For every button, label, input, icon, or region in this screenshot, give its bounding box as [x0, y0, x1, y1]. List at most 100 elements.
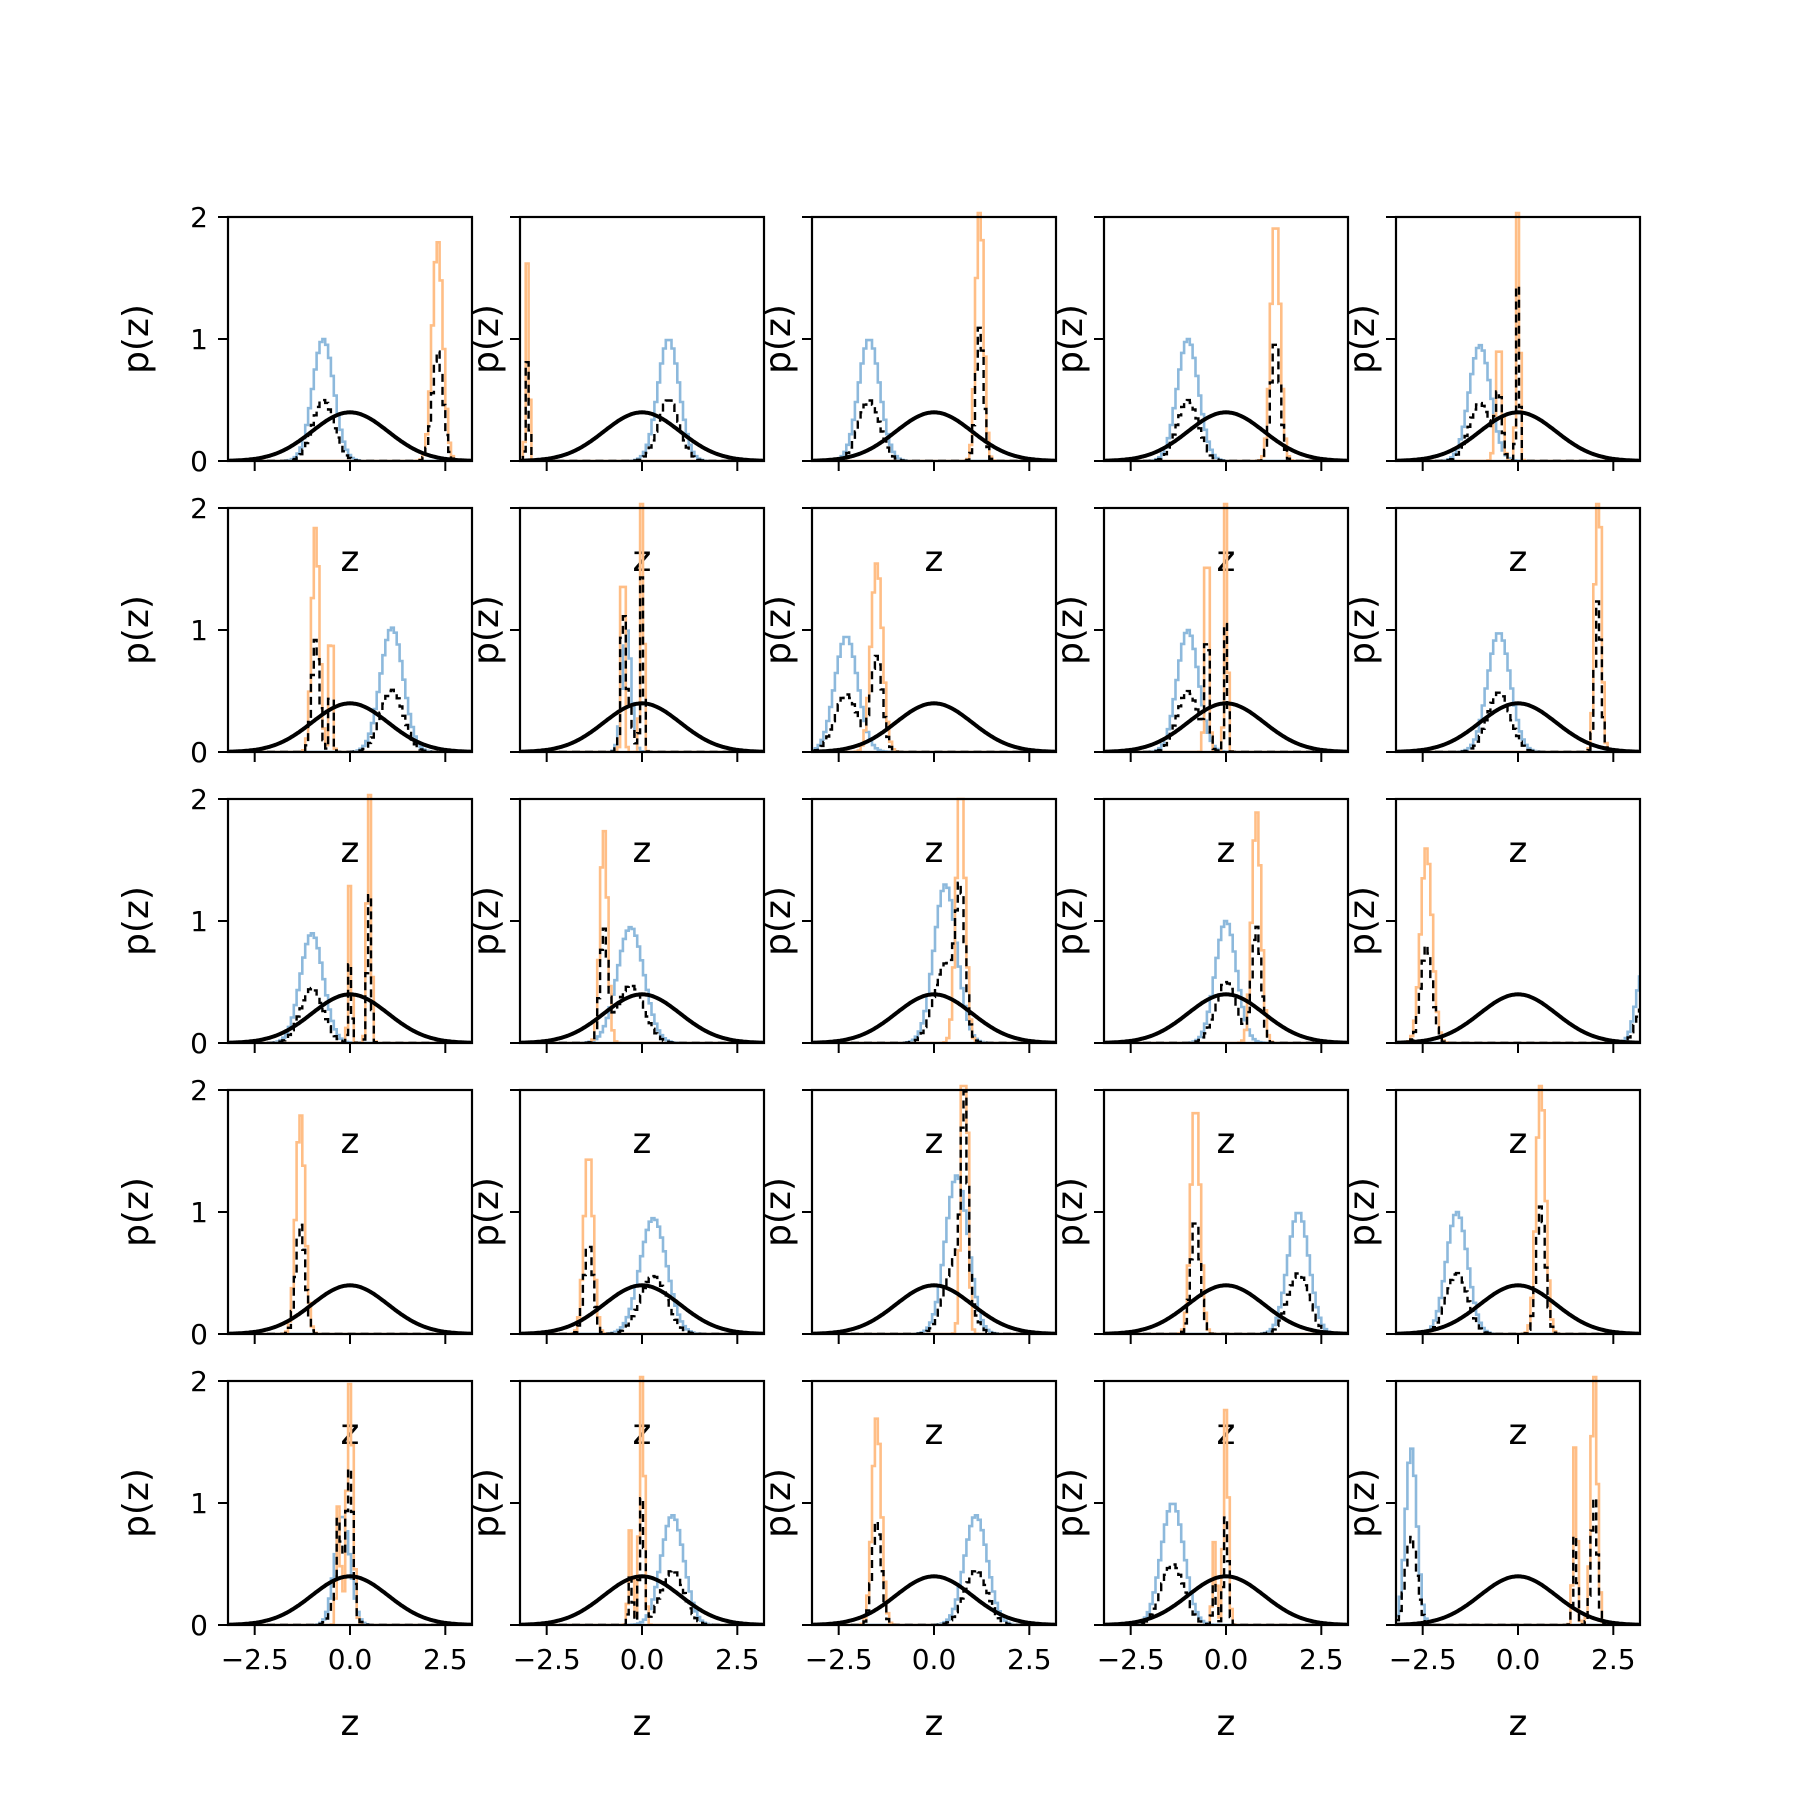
panel-4-4: z p(z) — [1050, 1088, 1350, 1453]
panel-3-2: z p(z) — [466, 797, 766, 1162]
orange-histogram — [1104, 502, 1348, 752]
plot-area — [1396, 847, 1640, 1043]
blue-histogram — [1104, 919, 1348, 1043]
y-axis-label: p(z) — [1050, 886, 1091, 956]
panel-3-3: z p(z) — [758, 797, 1058, 1162]
panel-4-2: z p(z) — [466, 1088, 766, 1453]
y-axis-label: p(z) — [466, 595, 507, 665]
x-tick-label: 2.5 — [423, 1643, 468, 1676]
dashed-mixture-histogram — [228, 638, 472, 752]
blue-histogram — [812, 635, 1056, 752]
x-axis-label: z — [633, 830, 652, 871]
dashed-mixture-histogram — [1396, 600, 1640, 752]
orange-histogram — [812, 797, 1056, 1043]
blue-histogram — [812, 338, 1056, 461]
plot-area — [1396, 1375, 1640, 1625]
normal-curve — [1104, 992, 1348, 1043]
panel-2-2: z p(z) — [466, 502, 766, 871]
orange-histogram — [1396, 847, 1640, 1043]
normal-curve — [228, 410, 472, 461]
y-axis-label: p(z) — [1342, 595, 1383, 665]
normal-curve — [1396, 1574, 1640, 1625]
x-axis-label: z — [925, 1121, 944, 1162]
x-axis-label: z — [1509, 1703, 1528, 1744]
orange-histogram — [1104, 1408, 1348, 1625]
normal-curve — [228, 1283, 472, 1334]
x-axis-label: z — [1217, 830, 1236, 871]
panel-5-3: −2.5 0.0 2.5 z p(z) — [758, 1379, 1058, 1744]
blue-histogram — [812, 1514, 1056, 1625]
panel-5-5: −2.5 0.0 2.5 z p(z) — [1342, 1375, 1642, 1744]
y-axis-label: p(z) — [1050, 1177, 1091, 1247]
y-axis-label: p(z) — [466, 1177, 507, 1247]
normal-curve — [1396, 992, 1640, 1043]
panel-2-1: z 0 1 2 p(z) — [116, 492, 474, 871]
panel-1-1: z 0 1 2 p(z) — [116, 201, 474, 580]
blue-histogram — [1104, 337, 1348, 461]
x-tick-label: 2.5 — [1007, 1643, 1052, 1676]
x-axis-label: z — [1509, 1412, 1528, 1453]
dashed-mixture-histogram — [1396, 285, 1640, 461]
orange-histogram — [1104, 227, 1348, 461]
plot-area — [812, 211, 1056, 461]
x-axis-label: z — [925, 1412, 944, 1453]
blue-histogram — [520, 925, 764, 1043]
panel-4-1: z 0 1 2 p(z) — [116, 1074, 474, 1453]
orange-histogram — [812, 562, 1056, 752]
plot-area — [812, 562, 1056, 752]
normal-curve — [228, 992, 472, 1043]
x-axis-label: z — [633, 1703, 652, 1744]
x-axis-label: z — [341, 830, 360, 871]
plot-area — [1104, 227, 1348, 461]
plot-area — [228, 1382, 472, 1625]
blue-histogram — [1396, 1447, 1640, 1625]
panel-5-2: −2.5 0.0 2.5 z p(z) — [466, 1375, 766, 1744]
x-tick-label: −2.5 — [1389, 1643, 1457, 1676]
normal-curve — [228, 1574, 472, 1625]
dashed-mixture-histogram — [1104, 1516, 1348, 1625]
normal-curve — [1396, 701, 1640, 752]
normal-curve — [520, 701, 764, 752]
panel-4-3: z p(z) — [758, 1084, 1058, 1453]
panel-5-1: −2.5 0.0 2.5 z 0 1 2 p(z) — [116, 1365, 474, 1744]
y-axis-label: p(z) — [758, 595, 799, 665]
y-tick-label: 1 — [190, 323, 208, 356]
y-tick-label: 1 — [190, 1487, 208, 1520]
orange-histogram — [1396, 502, 1640, 752]
dashed-mixture-histogram — [228, 1223, 472, 1334]
x-tick-label: 2.5 — [1299, 1643, 1344, 1676]
normal-curve — [1104, 1283, 1348, 1334]
panel-2-4: z p(z) — [1050, 502, 1350, 871]
normal-curve — [1104, 701, 1348, 752]
panel-1-4: zp(z) — [1050, 215, 1350, 580]
dashed-mixture-histogram — [1104, 925, 1348, 1043]
panel-1-5: z p(z) — [1342, 211, 1642, 580]
plot-area — [1104, 811, 1348, 1043]
plot-area — [520, 1375, 764, 1625]
x-tick-label: −2.5 — [805, 1643, 873, 1676]
y-tick-label: 0 — [190, 1609, 208, 1642]
x-axis-label: z — [1509, 1121, 1528, 1162]
plot-area — [1104, 1408, 1348, 1625]
dashed-mixture-histogram — [1396, 1497, 1640, 1625]
normal-curve — [812, 701, 1056, 752]
blue-histogram — [1104, 1211, 1348, 1334]
x-axis-label: z — [341, 539, 360, 580]
x-axis-label: z — [633, 1121, 652, 1162]
x-tick-label: 0.0 — [1496, 1643, 1541, 1676]
orange-histogram — [812, 211, 1056, 461]
y-tick-label: 0 — [190, 736, 208, 769]
x-tick-label: 0.0 — [620, 1643, 665, 1676]
dashed-mixture-histogram — [812, 881, 1056, 1043]
blue-histogram — [812, 1174, 1056, 1334]
y-axis-label: p(z) — [758, 1177, 799, 1247]
dashed-mixture-histogram — [228, 894, 472, 1043]
plot-area — [228, 241, 472, 461]
orange-histogram — [228, 241, 472, 461]
panel-2-5: z p(z) — [1342, 502, 1642, 871]
normal-curve — [812, 1283, 1056, 1334]
normal-curve — [520, 992, 764, 1043]
plot-area — [520, 502, 764, 752]
x-axis-label: z — [341, 1703, 360, 1744]
